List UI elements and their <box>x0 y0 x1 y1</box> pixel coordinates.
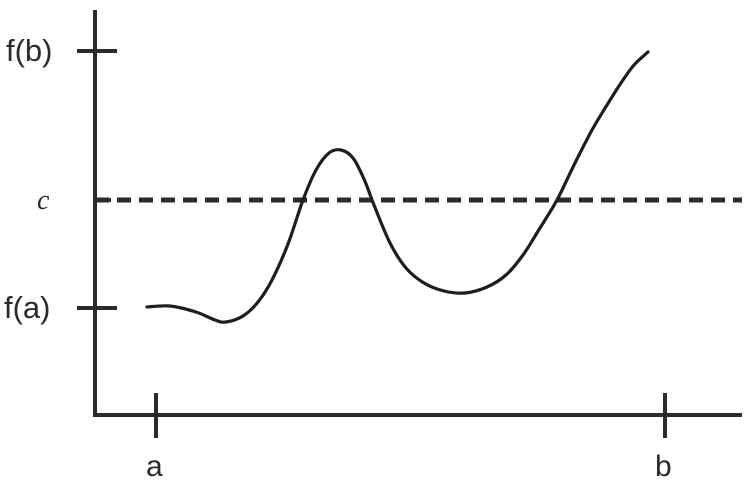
y-axis-label-fb: f(b) <box>6 33 53 68</box>
x-axis-label-b: b <box>655 450 672 483</box>
y-axis-label-c: c <box>37 185 50 216</box>
x-axis-label-a: a <box>146 450 163 483</box>
y-axis-label-fa: f(a) <box>4 290 51 325</box>
function-curve <box>145 50 650 324</box>
